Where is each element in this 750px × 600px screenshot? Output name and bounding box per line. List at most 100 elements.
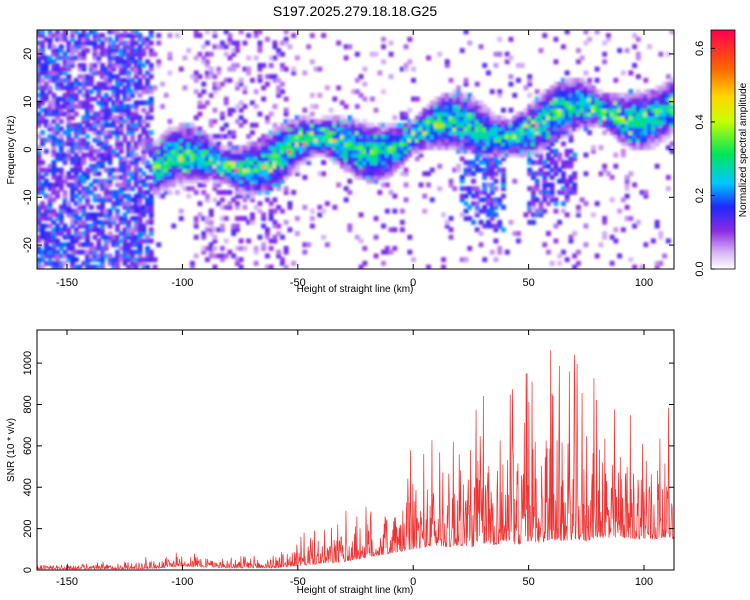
heat-cell — [122, 186, 128, 192]
heat-cell — [463, 216, 469, 221]
heat-cell — [429, 130, 435, 136]
heat-cell — [613, 92, 619, 98]
heat-cell — [37, 92, 42, 98]
heat-cell — [81, 30, 87, 35]
heat-cell — [324, 115, 330, 121]
heat-cell — [227, 134, 233, 139]
heat-cell — [190, 163, 195, 169]
heat-cell — [456, 145, 461, 151]
heat-cell — [257, 148, 263, 154]
heat-cell — [190, 141, 195, 147]
heat-cell — [576, 48, 581, 53]
heat-cell — [66, 234, 72, 240]
heat-cell — [115, 36, 120, 42]
heat-cell — [212, 134, 218, 139]
heat-cell — [497, 130, 503, 136]
heat-cell — [650, 89, 656, 95]
heat-cell — [343, 134, 349, 139]
heat-cell — [339, 122, 345, 128]
heat-cell — [220, 190, 225, 195]
heat-cell — [141, 130, 147, 136]
heat-cell — [96, 148, 102, 154]
heat-cell — [441, 126, 446, 132]
heat-cell — [647, 115, 653, 121]
heat-cell — [100, 74, 105, 80]
heat-cell — [55, 107, 60, 113]
heat-cell — [632, 33, 638, 38]
heat-cell — [437, 100, 443, 106]
y-tick-label: 0 — [22, 146, 34, 152]
y-tick-label: 400 — [22, 478, 34, 496]
heat-cell — [126, 234, 132, 240]
heat-cell — [542, 141, 548, 147]
heat-cell — [478, 208, 484, 214]
heat-cell — [306, 156, 312, 162]
heat-cell — [85, 89, 90, 95]
heat-cell — [665, 81, 671, 87]
heat-cell — [482, 107, 488, 113]
heat-cell — [62, 234, 68, 240]
heat-cell — [591, 115, 596, 121]
heat-cell — [508, 152, 514, 158]
heat-cell — [73, 77, 79, 83]
heat-cell — [235, 160, 240, 165]
heat-cell — [55, 74, 60, 80]
heat-cell — [246, 171, 252, 177]
heat-cell — [474, 156, 480, 162]
heat-cell — [647, 130, 653, 136]
heat-cell — [369, 167, 375, 173]
heat-cell — [66, 122, 72, 128]
heat-cell — [467, 148, 473, 154]
heat-cell — [665, 92, 671, 98]
heat-cell — [317, 92, 323, 98]
heat-cell — [58, 208, 64, 214]
heat-cell — [58, 260, 64, 266]
heat-cell — [100, 40, 105, 46]
heat-cell — [534, 96, 540, 102]
heat-cell — [85, 77, 90, 83]
heat-cell — [261, 246, 267, 251]
heat-cell — [235, 104, 240, 109]
heat-cell — [527, 152, 533, 158]
heat-cell — [276, 145, 282, 151]
heat-cell — [148, 249, 154, 255]
heat-cell — [392, 163, 398, 169]
heat-cell — [280, 257, 285, 263]
heat-cell — [268, 175, 274, 180]
heat-cell — [478, 141, 484, 147]
heat-cell — [302, 134, 308, 139]
heat-cell — [111, 51, 117, 57]
heat-cell — [654, 122, 660, 128]
heat-cell — [130, 111, 135, 117]
heat-cell — [208, 145, 214, 151]
heat-cell — [208, 246, 214, 251]
heat-cell — [51, 66, 57, 72]
heat-cell — [238, 100, 244, 106]
heat-cell — [182, 55, 188, 61]
heat-cell — [141, 119, 147, 124]
heat-cell — [51, 48, 57, 53]
heat-cell — [579, 81, 585, 87]
heat-cell — [212, 197, 218, 203]
heat-cell — [381, 126, 386, 132]
heat-cell — [531, 122, 536, 128]
heat-cell — [448, 96, 454, 102]
heat-cell — [205, 246, 210, 251]
heat-cell — [527, 111, 533, 117]
heat-cell — [126, 223, 132, 229]
heat-cell — [37, 186, 42, 192]
heat-cell — [362, 134, 368, 139]
heat-cell — [665, 85, 671, 91]
heat-cell — [542, 92, 548, 98]
heat-cell — [606, 36, 611, 42]
colorbar-tick-label: 0.4 — [694, 114, 706, 129]
heat-cell — [85, 119, 90, 124]
heat-cell — [298, 134, 304, 139]
heat-cell — [201, 141, 207, 147]
heat-cell — [632, 141, 638, 147]
heat-cell — [549, 193, 555, 199]
heat-cell — [602, 111, 608, 117]
heat-cell — [265, 186, 270, 192]
heat-cell — [73, 96, 79, 102]
heat-cell — [208, 51, 214, 57]
